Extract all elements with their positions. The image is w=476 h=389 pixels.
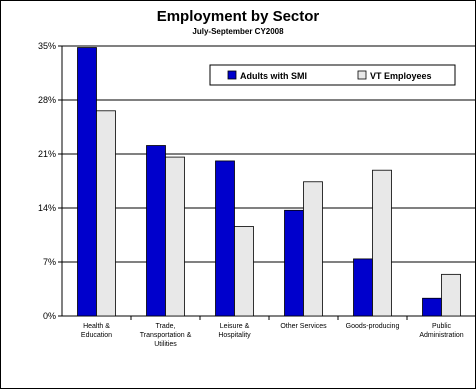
bar-vt-employees <box>372 169 392 317</box>
y-tick-label: 28% <box>38 95 56 105</box>
bar-adults-smi <box>215 160 235 317</box>
bar-vt-employees <box>165 156 185 317</box>
legend-label-vt-employees: VT Employees <box>370 71 432 81</box>
legend-swatch-adults-smi <box>227 70 237 80</box>
x-category-label: Goods-producing <box>346 323 400 330</box>
x-category-label: Public Administration <box>419 323 463 339</box>
x-category-label: Other Services <box>280 323 327 330</box>
y-tick-label: 7% <box>43 257 56 267</box>
bar-adults-smi <box>146 145 166 317</box>
x-category-label: Leisure & Hospitality <box>218 323 251 339</box>
y-tick-label: 21% <box>38 149 56 159</box>
bar-vt-employees <box>303 181 323 317</box>
y-tick-label: 14% <box>38 203 56 213</box>
chart-title: Employment by Sector <box>156 8 320 25</box>
y-tick-label: 35% <box>38 41 56 51</box>
bar-adults-smi <box>422 297 442 317</box>
bar-adults-smi <box>353 258 373 317</box>
chart-subtitle: July-September CY2008 <box>192 27 284 36</box>
x-category-label: Health & Education <box>81 323 112 339</box>
bar-vt-employees <box>96 110 116 317</box>
legend-swatch-vt-employees <box>357 70 367 80</box>
x-category-label: Trade, Transportation & Utilities <box>140 323 192 348</box>
bar-vt-employees <box>441 273 461 317</box>
bar-adults-smi <box>77 47 97 317</box>
legend-box <box>209 64 456 86</box>
y-tick-label: 0% <box>43 311 56 321</box>
bar-vt-employees <box>234 226 254 317</box>
legend-label-adults-smi: Adults with SMI <box>240 71 307 81</box>
bar-adults-smi <box>284 209 304 317</box>
